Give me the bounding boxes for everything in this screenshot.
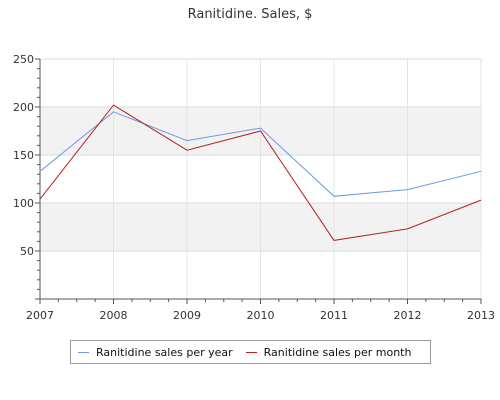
legend-label-year: Ranitidine sales per year	[96, 345, 233, 359]
x-tick-label: 2013	[467, 309, 495, 322]
series-line-year	[39, 111, 482, 197]
x-tick-label: 2008	[100, 309, 128, 322]
axes	[35, 58, 482, 304]
legend-item-month: Ranitidine sales per month	[245, 345, 412, 359]
x-tick-label: 2012	[394, 309, 422, 322]
legend: Ranitidine sales per year Ranitidine sal…	[70, 340, 431, 364]
grid-lines	[39, 58, 482, 299]
tick-labels: 50 100 150 200 250 2007 2008 2009 2010 2011 2012 20…	[13, 53, 495, 322]
x-tick-label: 2007	[26, 309, 54, 322]
y-tick-label: 150	[13, 149, 34, 162]
y-tick-label: 200	[13, 101, 34, 114]
legend-swatch-year	[78, 351, 89, 353]
y-tick-label: 100	[13, 197, 34, 210]
x-tick-label: 2011	[320, 309, 348, 322]
chart-title: Ranitidine. Sales, $	[188, 7, 313, 22]
legend-label-month: Ranitidine sales per month	[263, 345, 412, 359]
y-tick-label: 250	[13, 53, 34, 66]
y-tick-label: 50	[20, 245, 34, 258]
x-tick-label: 2009	[173, 309, 201, 322]
x-tick-label: 2010	[247, 309, 275, 322]
series-lines	[39, 104, 482, 241]
series-line-month	[39, 104, 482, 241]
legend-swatch-month	[245, 351, 257, 353]
legend-item-year: Ranitidine sales per year	[78, 346, 233, 359]
